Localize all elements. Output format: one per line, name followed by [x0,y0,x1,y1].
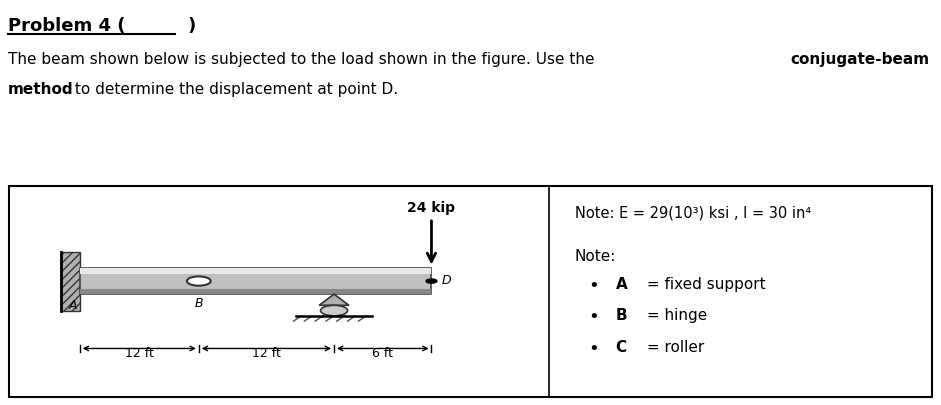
Text: = hinge: = hinge [642,309,707,324]
Text: B: B [195,298,203,311]
Text: A: A [615,277,628,292]
Text: method: method [8,82,73,97]
Circle shape [321,305,347,316]
Text: conjugate-beam: conjugate-beam [790,52,929,67]
Text: Note: E = 29(10³) ksi , I = 30 in⁴: Note: E = 29(10³) ksi , I = 30 in⁴ [575,205,811,220]
Text: to determine the displacement at point D.: to determine the displacement at point D… [70,82,398,97]
Text: Problem 4 (          ): Problem 4 ( ) [8,17,197,35]
Text: 12 ft: 12 ft [252,347,280,360]
Polygon shape [319,294,349,305]
Text: •: • [588,309,598,326]
Text: B: B [615,309,628,324]
Text: A: A [69,299,77,312]
Bar [80,269,432,274]
Text: 12 ft: 12 ft [125,347,153,360]
Bar [80,269,432,294]
Text: Note:: Note: [575,249,616,264]
Text: = roller: = roller [642,340,704,355]
Text: •: • [588,277,598,295]
Bar [61,252,80,311]
Circle shape [426,279,437,283]
Circle shape [187,277,211,286]
Text: 6 ft: 6 ft [373,347,393,360]
Text: = fixed support: = fixed support [642,277,765,292]
Text: D: D [441,273,451,286]
Bar [80,289,432,294]
Text: C: C [615,340,627,355]
Text: •: • [588,340,598,358]
Text: 24 kip: 24 kip [407,201,455,215]
Text: The beam shown below is subjected to the load shown in the figure. Use the: The beam shown below is subjected to the… [8,52,599,67]
Text: C: C [337,307,345,320]
